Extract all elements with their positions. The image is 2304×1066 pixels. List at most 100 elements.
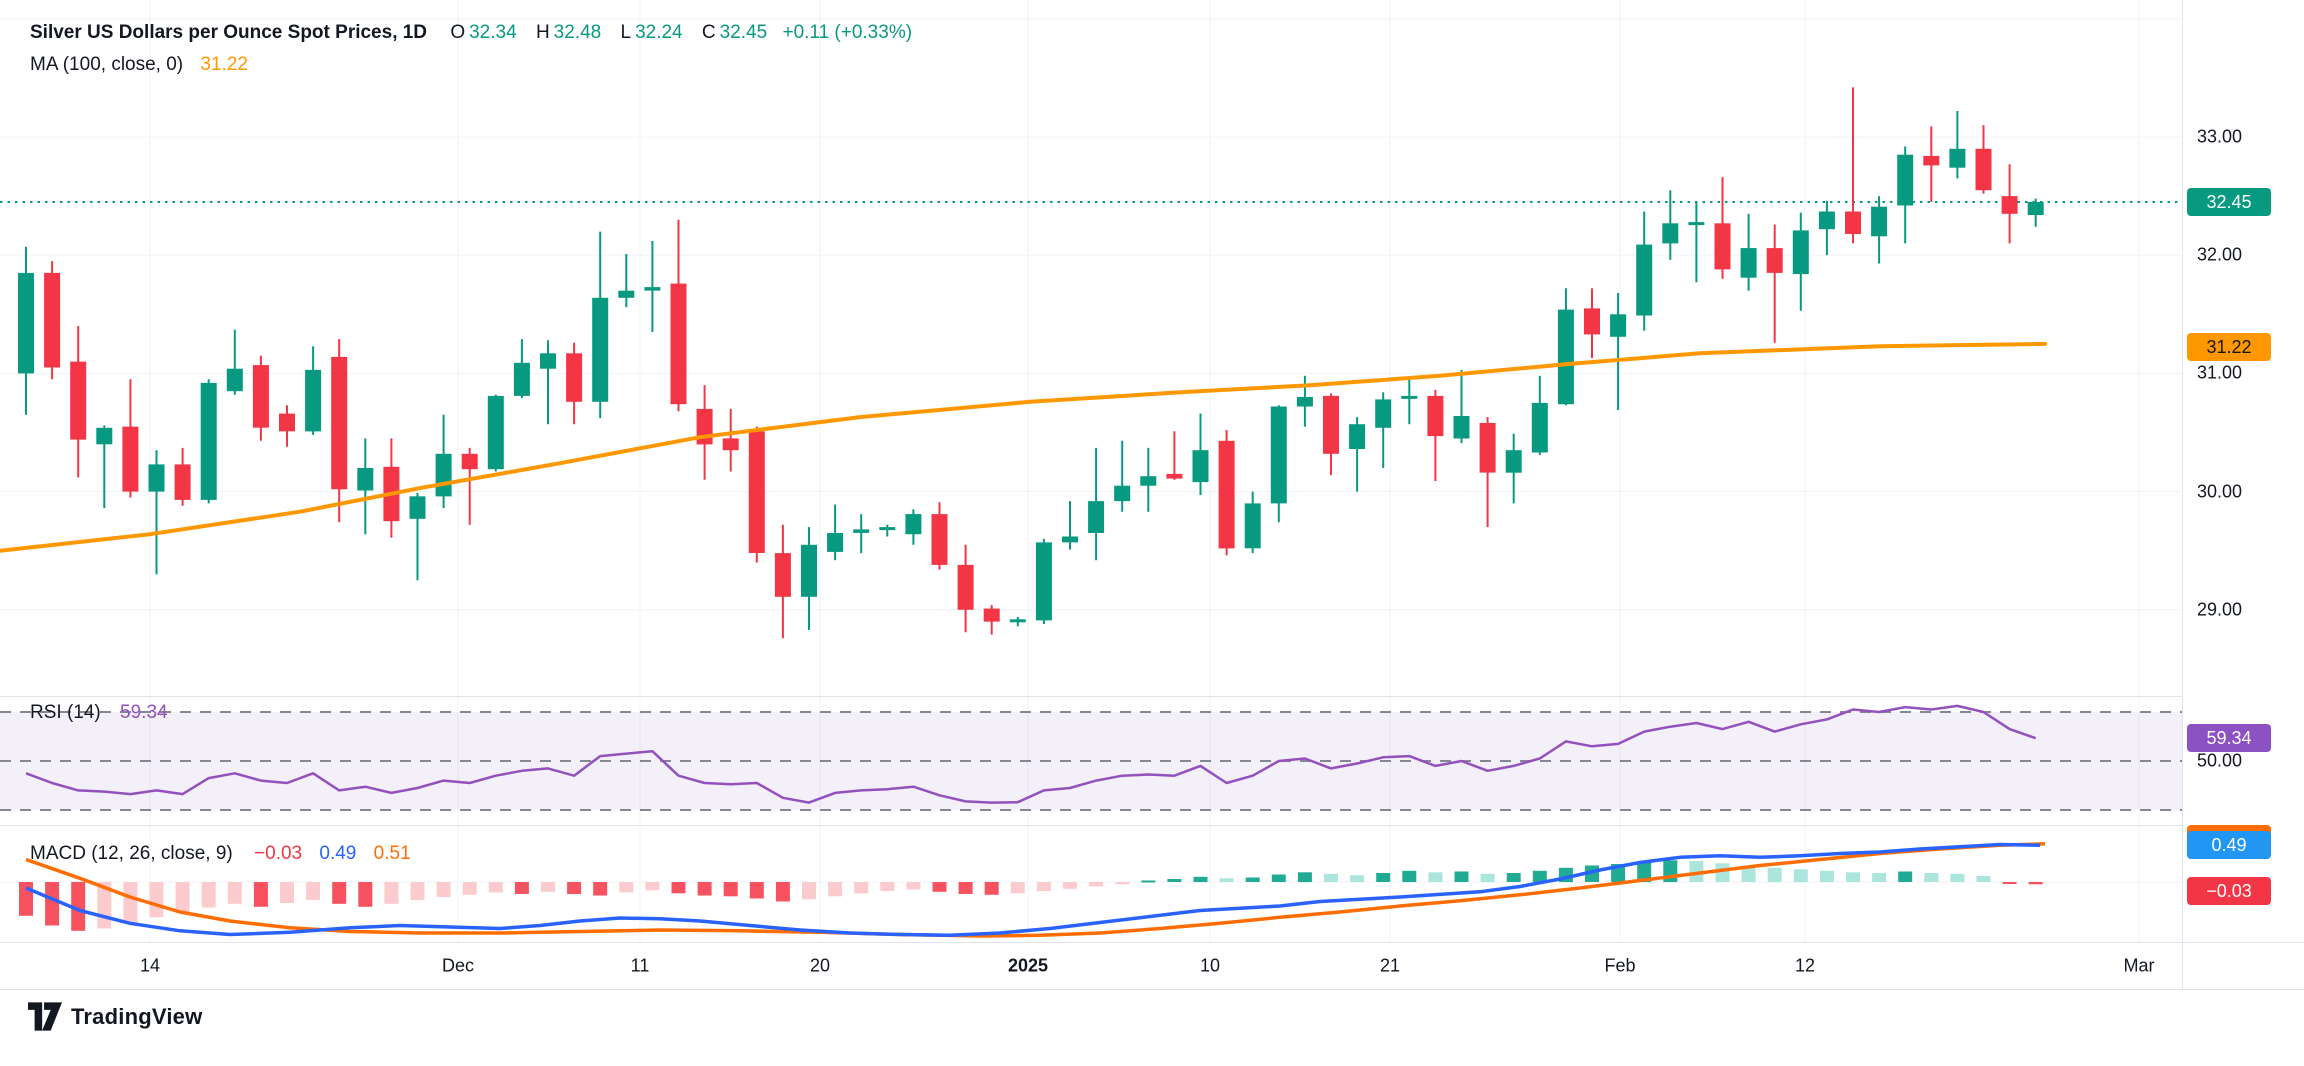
macd-histogram-bar[interactable]: [723, 882, 738, 897]
macd-histogram-bar[interactable]: [410, 882, 425, 900]
macd-histogram-bar[interactable]: [1480, 873, 1495, 883]
candle[interactable]: [1740, 213, 1757, 291]
candle[interactable]: [122, 379, 139, 498]
macd-histogram-bar[interactable]: [1089, 882, 1104, 887]
rsi-value-badge[interactable]: 59.34: [2187, 724, 2271, 753]
candle[interactable]: [1323, 393, 1339, 476]
macd-histogram-bar[interactable]: [1428, 872, 1443, 883]
candle[interactable]: [44, 261, 61, 380]
candle[interactable]: [461, 447, 478, 525]
candle[interactable]: [801, 527, 817, 630]
candle[interactable]: [1557, 288, 1574, 406]
macd-value-badge[interactable]: 0.49: [2187, 831, 2271, 860]
macd-histogram-bar[interactable]: [802, 882, 816, 900]
candle[interactable]: [513, 339, 530, 399]
candle[interactable]: [1035, 538, 1052, 624]
macd-signal-line[interactable]: [25, 842, 2046, 938]
candle[interactable]: [148, 450, 165, 575]
macd-histogram-bar[interactable]: [1454, 871, 1469, 883]
macd-histogram-bar[interactable]: [906, 882, 921, 890]
candle[interactable]: [722, 408, 739, 472]
candle[interactable]: [1349, 417, 1366, 492]
candle[interactable]: [748, 426, 765, 563]
candle[interactable]: [540, 340, 556, 425]
candle[interactable]: [592, 231, 609, 419]
candle[interactable]: [1688, 202, 1705, 283]
candle[interactable]: [2001, 164, 2018, 244]
rsi-label[interactable]: RSI (14): [30, 702, 101, 723]
macd-histogram-bar[interactable]: [1793, 869, 1808, 883]
macd-histogram-bar[interactable]: [1141, 880, 1156, 883]
candle[interactable]: [1662, 190, 1679, 260]
symbol-legend[interactable]: Silver US Dollars per Ounce Spot Prices,…: [30, 22, 916, 44]
candle[interactable]: [409, 492, 426, 581]
macd-histogram-bar[interactable]: [332, 882, 347, 904]
candle[interactable]: [305, 346, 322, 435]
macd-histogram-bar[interactable]: [149, 882, 164, 918]
macd-histogram-bar[interactable]: [1167, 879, 1182, 882]
macd-histogram-bar[interactable]: [1976, 876, 1991, 882]
macd-histogram-bar[interactable]: [358, 882, 373, 907]
candle[interactable]: [435, 414, 452, 509]
macd-histogram-bar[interactable]: [1115, 882, 1130, 885]
ma-legend[interactable]: MA (100, close, 0) 31.22: [30, 54, 252, 76]
symbol-title[interactable]: Silver US Dollars per Ounce Spot Prices,…: [30, 22, 428, 43]
candle[interactable]: [383, 438, 400, 538]
candle[interactable]: [1792, 212, 1809, 311]
macd-label[interactable]: MACD (12, 26, close, 9): [30, 843, 233, 864]
macd-histogram-bar[interactable]: [1846, 872, 1860, 883]
macd-legend[interactable]: MACD (12, 26, close, 9) −0.03 0.49 0.51: [30, 843, 415, 865]
candle[interactable]: [1897, 146, 1914, 244]
candle[interactable]: [96, 425, 113, 509]
candle[interactable]: [357, 438, 374, 535]
candle[interactable]: [2027, 198, 2044, 227]
price-axis[interactable]: 33.0032.0031.0030.0029.0050.000.5132.453…: [2183, 0, 2304, 989]
macd-histogram-bar[interactable]: [1532, 870, 1547, 883]
macd-histogram-bar[interactable]: [1715, 863, 1730, 883]
candle[interactable]: [1088, 447, 1105, 561]
macd-histogram-bar[interactable]: [1376, 873, 1391, 882]
candle[interactable]: [1114, 440, 1131, 512]
candle[interactable]: [1270, 405, 1287, 523]
candle[interactable]: [1845, 87, 1861, 244]
macd-histogram-bar[interactable]: [1741, 865, 1756, 883]
candle[interactable]: [1949, 111, 1966, 179]
candle[interactable]: [1427, 389, 1444, 481]
macd-histogram-bar[interactable]: [984, 882, 999, 895]
candle[interactable]: [1923, 126, 1940, 202]
time-axis[interactable]: 14 Dec 11 20 2025 10 21 Feb 12 Mar: [0, 942, 2304, 989]
macd-histogram-bar[interactable]: [71, 882, 86, 931]
candle[interactable]: [774, 524, 791, 639]
macd-histogram-bar[interactable]: [1324, 873, 1338, 883]
candle[interactable]: [1871, 196, 1888, 264]
macd-histogram-bar[interactable]: [306, 882, 321, 900]
macd-histogram-bar[interactable]: [201, 882, 216, 908]
candle[interactable]: [1140, 447, 1157, 512]
last-price-badge[interactable]: 32.45: [2187, 188, 2271, 216]
separator-rsi-macd[interactable]: [0, 825, 2182, 826]
candle[interactable]: [174, 447, 191, 506]
ma100-line[interactable]: [0, 341, 2047, 553]
candle[interactable]: [1531, 375, 1548, 455]
candle[interactable]: [670, 219, 687, 412]
candle[interactable]: [1636, 211, 1653, 331]
macd-histogram-bar[interactable]: [253, 882, 268, 907]
macd-histogram-bar[interactable]: [671, 882, 686, 894]
candle[interactable]: [931, 502, 948, 570]
macd-histogram-bar[interactable]: [2028, 882, 2043, 885]
macd-histogram-bar[interactable]: [123, 882, 138, 924]
candle[interactable]: [1192, 413, 1209, 496]
rsi-line[interactable]: [25, 704, 2037, 804]
macd-histogram-bar[interactable]: [2002, 882, 2017, 884]
macd-histogram-bar[interactable]: [462, 882, 477, 895]
candle[interactable]: [279, 405, 295, 447]
candle[interactable]: [1479, 417, 1496, 528]
candle[interactable]: [70, 326, 87, 478]
macd-histogram-bar[interactable]: [1063, 882, 1077, 889]
macd-histogram-bar[interactable]: [1271, 874, 1286, 883]
candle[interactable]: [1062, 501, 1078, 550]
macd-histogram-bar[interactable]: [958, 882, 973, 894]
candle[interactable]: [1505, 433, 1522, 504]
macd-histogram-bar[interactable]: [1689, 861, 1704, 882]
